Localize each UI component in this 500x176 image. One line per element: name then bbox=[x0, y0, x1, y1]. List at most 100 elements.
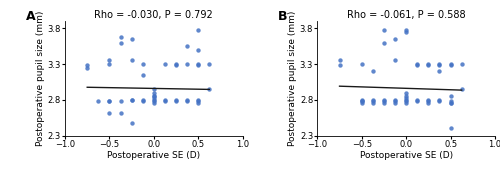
Point bbox=[150, 102, 158, 105]
Title: Rho = -0.030, P = 0.792: Rho = -0.030, P = 0.792 bbox=[94, 10, 213, 20]
Point bbox=[128, 98, 136, 101]
Point bbox=[380, 100, 388, 103]
Y-axis label: Postoperative pupil size (mm): Postoperative pupil size (mm) bbox=[288, 11, 297, 146]
Point bbox=[172, 100, 180, 103]
Point bbox=[194, 102, 202, 105]
Point bbox=[183, 98, 191, 101]
Point bbox=[106, 111, 114, 114]
Point bbox=[194, 63, 202, 65]
Point bbox=[358, 100, 366, 103]
Point bbox=[458, 63, 466, 65]
Point bbox=[402, 91, 410, 94]
Point bbox=[116, 100, 124, 103]
Title: Rho = -0.061, P = 0.588: Rho = -0.061, P = 0.588 bbox=[347, 10, 466, 20]
Point bbox=[194, 100, 202, 103]
Point bbox=[83, 66, 91, 69]
Point bbox=[83, 64, 91, 67]
Point bbox=[336, 59, 344, 62]
Point bbox=[436, 70, 444, 73]
Point bbox=[458, 88, 466, 90]
Point bbox=[436, 63, 444, 65]
Point bbox=[161, 100, 169, 103]
Point bbox=[206, 88, 214, 90]
Point bbox=[424, 64, 432, 67]
Point bbox=[150, 95, 158, 98]
Point bbox=[380, 102, 388, 105]
Point bbox=[138, 73, 146, 76]
Point bbox=[150, 100, 158, 103]
Point bbox=[414, 64, 422, 67]
Point bbox=[128, 98, 136, 101]
Y-axis label: Postoperative pupil size (mm): Postoperative pupil size (mm) bbox=[36, 11, 44, 146]
Point bbox=[369, 100, 377, 103]
Point bbox=[183, 45, 191, 48]
Point bbox=[436, 100, 444, 103]
Point bbox=[206, 63, 214, 65]
Point bbox=[128, 121, 136, 124]
Point bbox=[446, 102, 454, 105]
Point bbox=[369, 70, 377, 73]
Point bbox=[446, 63, 454, 65]
Point bbox=[183, 100, 191, 103]
Point bbox=[138, 63, 146, 65]
Point bbox=[183, 63, 191, 65]
Point bbox=[369, 102, 377, 105]
Point bbox=[436, 98, 444, 101]
Point bbox=[424, 102, 432, 105]
Point bbox=[402, 98, 410, 101]
Point bbox=[194, 98, 202, 101]
Point bbox=[436, 64, 444, 67]
Point bbox=[446, 100, 454, 103]
X-axis label: Postoperative SE (D): Postoperative SE (D) bbox=[360, 152, 452, 161]
Point bbox=[402, 97, 410, 100]
X-axis label: Postoperative SE (D): Postoperative SE (D) bbox=[108, 152, 200, 161]
Point bbox=[414, 63, 422, 65]
Point bbox=[424, 63, 432, 65]
Point bbox=[424, 98, 432, 101]
Point bbox=[128, 59, 136, 62]
Point bbox=[94, 100, 102, 103]
Point bbox=[161, 63, 169, 65]
Point bbox=[391, 59, 399, 62]
Point bbox=[116, 35, 124, 38]
Point bbox=[380, 41, 388, 44]
Point bbox=[391, 38, 399, 40]
Point bbox=[414, 100, 422, 103]
Point bbox=[402, 95, 410, 98]
Text: A: A bbox=[26, 10, 36, 23]
Point bbox=[150, 97, 158, 100]
Point bbox=[391, 98, 399, 101]
Point bbox=[161, 98, 169, 101]
Point bbox=[358, 100, 366, 103]
Point bbox=[194, 28, 202, 31]
Point bbox=[446, 127, 454, 130]
Point bbox=[424, 100, 432, 103]
Point bbox=[150, 95, 158, 98]
Point bbox=[369, 98, 377, 101]
Point bbox=[150, 98, 158, 101]
Point bbox=[380, 28, 388, 31]
Point bbox=[138, 98, 146, 101]
Point bbox=[172, 63, 180, 65]
Point bbox=[380, 98, 388, 101]
Point bbox=[402, 102, 410, 105]
Point bbox=[446, 102, 454, 105]
Point bbox=[358, 63, 366, 65]
Point bbox=[116, 111, 124, 114]
Point bbox=[106, 100, 114, 103]
Text: B: B bbox=[278, 10, 287, 23]
Point bbox=[402, 28, 410, 31]
Point bbox=[391, 102, 399, 105]
Point bbox=[172, 98, 180, 101]
Point bbox=[402, 30, 410, 33]
Point bbox=[446, 95, 454, 98]
Point bbox=[106, 59, 114, 62]
Point bbox=[414, 98, 422, 101]
Point bbox=[402, 100, 410, 103]
Point bbox=[336, 64, 344, 67]
Point bbox=[194, 64, 202, 67]
Point bbox=[128, 38, 136, 40]
Point bbox=[150, 91, 158, 94]
Point bbox=[106, 100, 114, 103]
Point bbox=[116, 41, 124, 44]
